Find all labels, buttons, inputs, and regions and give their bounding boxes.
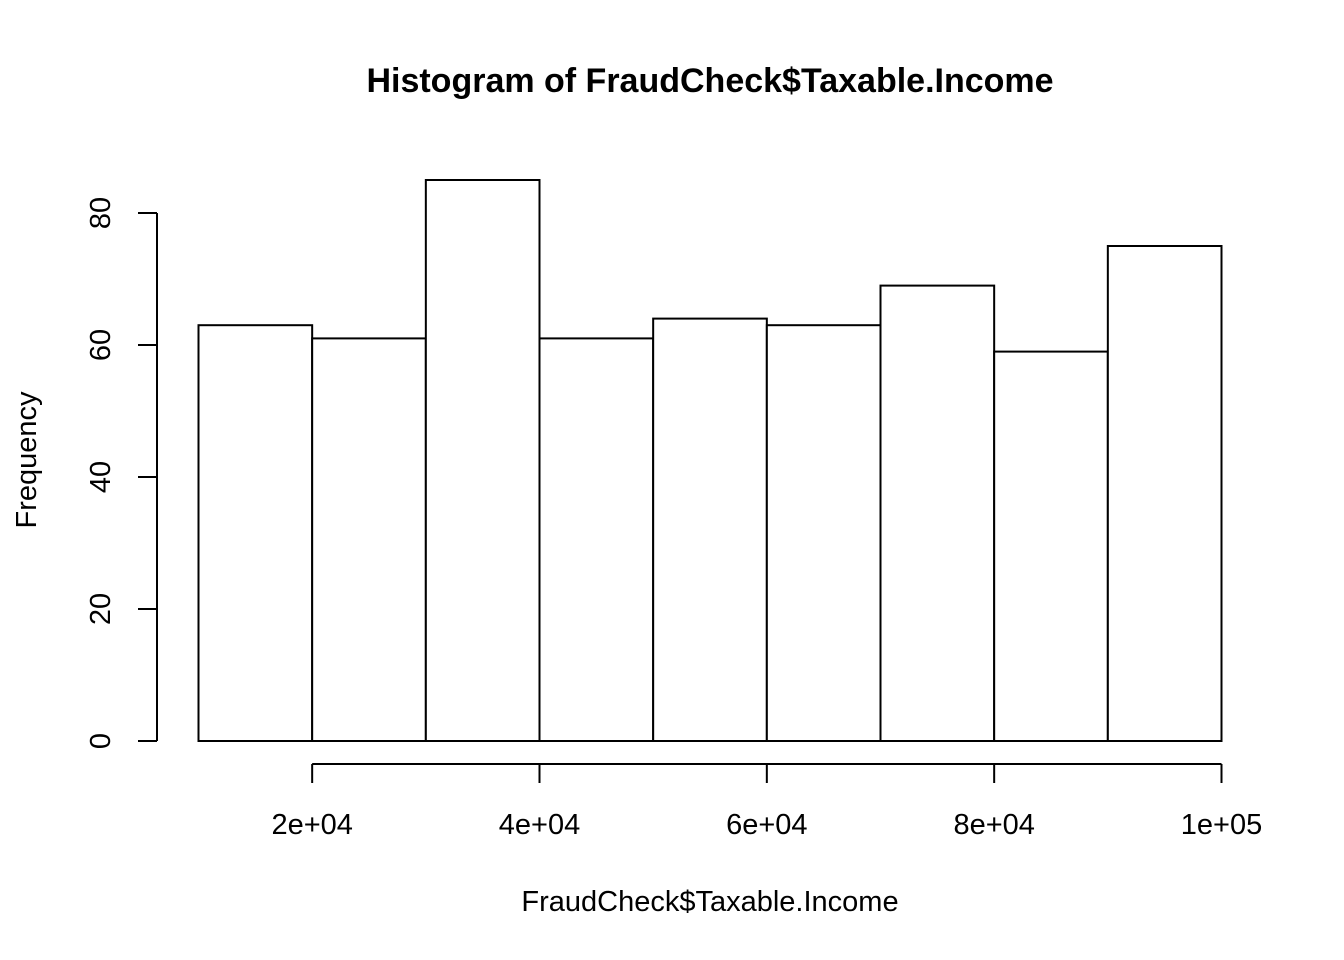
x-tick-label-4: 8e+04: [953, 809, 1034, 841]
y-tick-label-3: 40: [85, 461, 117, 493]
y-tick-label-5: 80: [85, 197, 117, 229]
bars-group: [197, 179, 1223, 742]
x-tick-label-5: 1e+05: [1181, 809, 1262, 841]
x-axis: 2e+04 4e+04 6e+04 8e+04 1e+05: [271, 763, 1262, 841]
y-tick-label-2: 20: [85, 593, 117, 625]
y-tick-label-1: 0: [85, 733, 117, 749]
histogram-bar-2: [311, 337, 427, 742]
histogram-bar-5: [652, 317, 768, 742]
y-axis-label: Frequency: [11, 391, 43, 529]
x-axis-label: FraudCheck$Taxable.Income: [521, 886, 898, 918]
histogram-bar-9: [1106, 245, 1223, 742]
histogram-bar-6: [765, 324, 882, 742]
histogram-bar-7: [879, 284, 996, 742]
y-tick-label-4: 60: [85, 329, 117, 361]
histogram-bar-4: [538, 337, 655, 742]
histogram-bar-3: [424, 179, 541, 742]
y-axis: 0 20 40 60 80: [85, 197, 158, 749]
x-tick-label-2: 4e+04: [499, 809, 580, 841]
x-tick-label-3: 6e+04: [726, 809, 807, 841]
histogram-bar-1: [197, 324, 314, 742]
x-tick-label-1: 2e+04: [271, 809, 352, 841]
histogram-bar-8: [993, 350, 1109, 742]
chart-title: Histogram of FraudCheck$Taxable.Income: [366, 62, 1053, 100]
